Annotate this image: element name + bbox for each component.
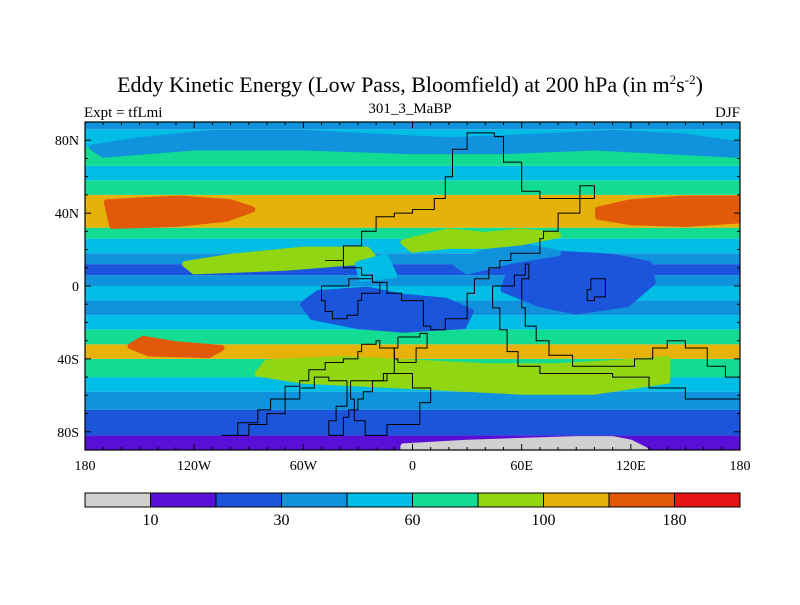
contour-band (85, 275, 740, 286)
colorbar-swatch (215, 492, 282, 508)
x-tick-label: 120W (177, 459, 212, 474)
x-axis-labels: 180 120W 60W 0 60E 120E 180 (75, 459, 751, 474)
contour-band (85, 180, 740, 195)
x-tick-label: 0 (409, 459, 416, 474)
land-contour-line (393, 332, 428, 363)
season-label: DJF (715, 105, 740, 121)
y-tick-label: 0 (72, 280, 79, 295)
colorbar-swatch (281, 492, 348, 508)
land-contour-line (350, 373, 432, 436)
contour-patch (127, 335, 225, 359)
contour-patch (103, 195, 256, 229)
colorbar-label: 100 (532, 512, 556, 529)
contour-patch (89, 129, 740, 158)
contour-patch (300, 286, 474, 333)
colorbar (84, 492, 741, 508)
chart-subtitle: 301_3_MaBP (368, 101, 451, 117)
colorbar-swatch (150, 492, 217, 508)
title-sup-1: 2 (670, 72, 677, 87)
colorbar-swatch (674, 492, 741, 508)
y-axis-labels: 80N 40N 0 40S 80S (55, 134, 79, 441)
y-tick-label: 40S (57, 353, 79, 368)
contour-band (85, 391, 740, 410)
axis-ticks (84, 121, 741, 451)
colorbar-swatch (477, 492, 544, 508)
colorbar-swatch (543, 492, 610, 508)
contour-patch (254, 355, 671, 395)
contour-patch (595, 195, 740, 227)
land-contour-line (492, 263, 740, 400)
y-tick-label: 80S (57, 426, 79, 441)
title-main: Eddy Kinetic Energy (Low Pass, Bloomfiel… (117, 72, 670, 97)
y-tick-label: 80N (55, 134, 79, 149)
contour-band (85, 344, 740, 359)
colorbar-label: 180 (663, 512, 687, 529)
plot-area (85, 122, 740, 450)
experiment-label: Expt = tfLmi (84, 105, 162, 121)
title-sup-2: -2 (685, 72, 696, 87)
colorbar-label: 30 (274, 512, 290, 529)
contour-band (85, 253, 740, 265)
colorbar-swatch (84, 492, 151, 508)
contour-band (85, 264, 740, 276)
contour-patch (182, 246, 380, 275)
contour-fills (85, 122, 740, 450)
contour-band (85, 409, 740, 436)
contour-band (85, 165, 740, 181)
land-outline-contours (221, 132, 740, 436)
colorbar-swatch (608, 492, 675, 508)
contour-patch (354, 253, 398, 282)
contour-band (85, 227, 740, 239)
y-tick-label: 40N (55, 207, 79, 222)
colorbar-label: 60 (405, 512, 421, 529)
colorbar-swatch (412, 492, 479, 508)
x-tick-label: 120E (616, 459, 646, 474)
contour-patch (453, 242, 562, 275)
x-tick-label: 60W (290, 459, 318, 474)
x-tick-label: 180 (730, 459, 751, 474)
land-contour-line (586, 278, 606, 302)
contour-band (85, 147, 740, 166)
title-mid: s (676, 72, 685, 97)
x-tick-label: 180 (75, 459, 96, 474)
land-contour-line (325, 132, 595, 331)
x-tick-label: 60E (510, 459, 533, 474)
colorbar-swatch (346, 492, 413, 508)
colorbar-label: 10 (143, 512, 159, 529)
chart-title: Eddy Kinetic Energy (Low Pass, Bloomfiel… (117, 72, 703, 97)
title-end: ) (696, 72, 703, 97)
colorbar-labels: 10 30 60 100 180 (143, 512, 687, 529)
contour-patch (400, 436, 649, 450)
